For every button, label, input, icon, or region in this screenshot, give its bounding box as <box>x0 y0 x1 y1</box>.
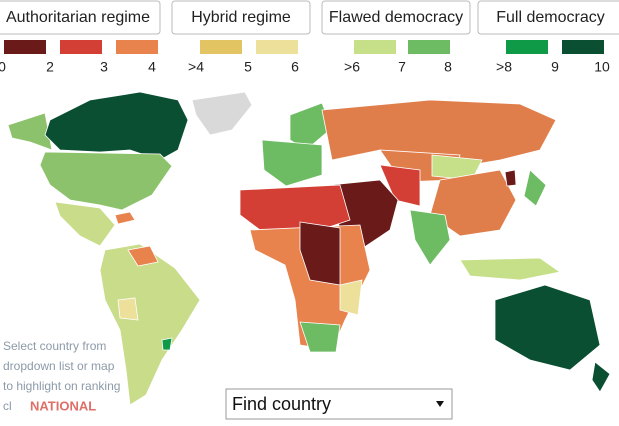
legend-label: >8 <box>496 59 512 75</box>
region[interactable] <box>114 211 136 225</box>
legend: 0 2 3 4 >4 5 6 >6 7 8 >8 9 10 <box>0 40 610 75</box>
region[interactable] <box>161 337 173 351</box>
note-line: cl <box>3 399 12 413</box>
legend-label: 2 <box>46 59 54 75</box>
region[interactable] <box>321 99 557 166</box>
region[interactable] <box>299 221 341 286</box>
tab[interactable] <box>0 0 161 35</box>
legend-label: 7 <box>398 59 406 75</box>
note: Select country from dropdown list or map t… <box>3 339 120 413</box>
tab[interactable] <box>171 0 311 35</box>
tab-label[interactable]: Authoritarian regime <box>6 9 150 26</box>
region[interactable] <box>39 151 173 211</box>
region[interactable] <box>261 139 323 187</box>
legend-swatch <box>256 40 298 54</box>
watermark: NATIONAL <box>30 398 96 413</box>
legend-swatch <box>408 40 450 54</box>
region[interactable] <box>7 112 53 151</box>
region[interactable] <box>523 169 547 207</box>
tab[interactable] <box>477 0 619 35</box>
world-map[interactable] <box>7 91 611 406</box>
note-line: Select country from <box>3 339 106 353</box>
tab-label[interactable]: Flawed democracy <box>329 9 463 26</box>
note-line: to highlight on ranking <box>3 379 120 393</box>
region[interactable] <box>409 209 451 266</box>
legend-swatch <box>354 40 396 54</box>
legend-label: 5 <box>244 59 252 75</box>
dropdown[interactable] <box>225 388 453 420</box>
dropdown-arrow[interactable] <box>436 401 444 407</box>
region[interactable] <box>591 361 611 393</box>
region[interactable] <box>54 201 116 247</box>
legend-label: >4 <box>188 59 204 75</box>
tabs: Authoritarian regime Hybrid regime Flawed … <box>0 0 619 35</box>
legend-label: 3 <box>100 59 108 75</box>
note-line: dropdown list or map <box>3 359 115 373</box>
legend-label: 8 <box>444 59 452 75</box>
region[interactable] <box>504 169 517 187</box>
legend-swatch <box>4 40 46 54</box>
legend-swatch <box>116 40 158 54</box>
legend-label: 4 <box>148 59 156 75</box>
tab-label[interactable]: Full democracy <box>496 9 604 26</box>
region[interactable] <box>99 243 201 406</box>
region[interactable] <box>191 91 253 136</box>
region[interactable] <box>289 102 333 151</box>
legend-label: 9 <box>551 59 559 75</box>
legend-swatch <box>200 40 242 54</box>
legend-label: 6 <box>291 59 299 75</box>
region[interactable] <box>494 284 601 371</box>
region[interactable] <box>239 184 351 231</box>
legend-swatch <box>506 40 548 54</box>
legend-swatch <box>562 40 604 54</box>
region[interactable] <box>299 321 341 353</box>
region[interactable] <box>127 245 159 267</box>
legend-swatch <box>60 40 102 54</box>
dropdown-label[interactable]: Find country <box>232 394 331 414</box>
tab[interactable] <box>321 0 471 35</box>
region[interactable] <box>379 164 421 207</box>
tab-label[interactable]: Hybrid regime <box>191 9 291 26</box>
legend-label: 10 <box>594 59 610 75</box>
region[interactable] <box>339 279 363 316</box>
legend-label: 0 <box>0 59 6 75</box>
region[interactable] <box>117 297 139 321</box>
region[interactable] <box>44 91 189 161</box>
legend-label: >6 <box>344 59 360 75</box>
region[interactable] <box>459 257 561 281</box>
